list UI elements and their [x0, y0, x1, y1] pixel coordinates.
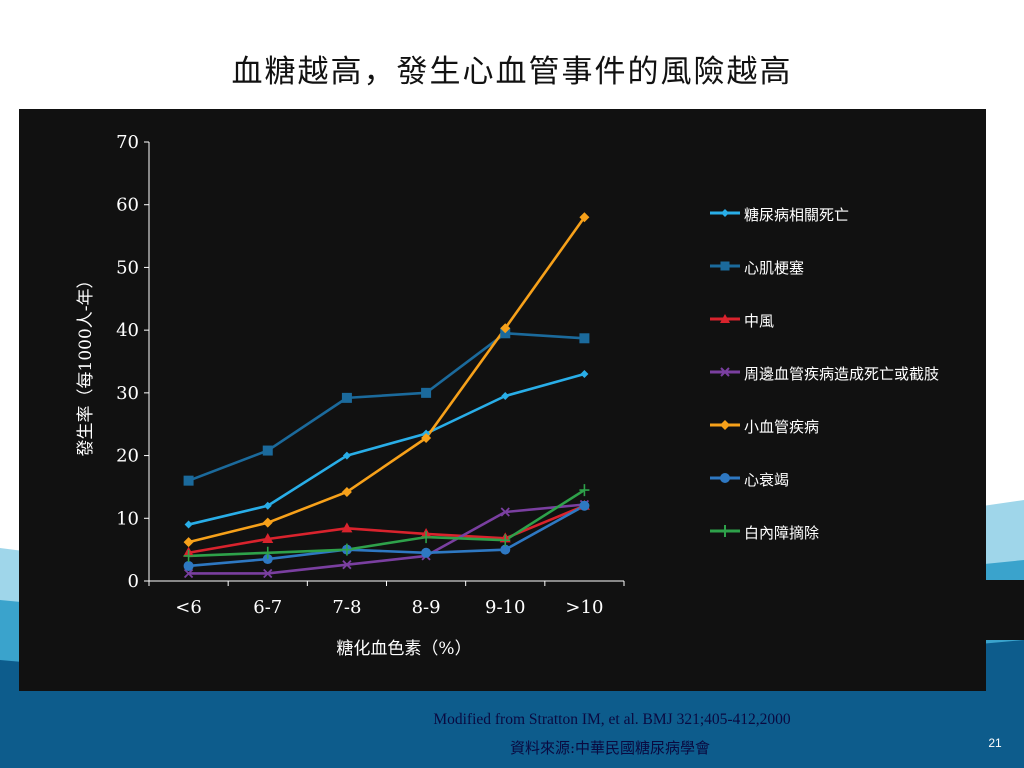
series-line-1	[188, 331, 585, 482]
chart-panel: 0 10 20 30 40 50 60 70 <6 6-7 7-8 8-9 9-10 >10 發生率（每1…	[19, 109, 986, 691]
y-axis-title: 發生率（每1000人-年）	[76, 271, 96, 456]
y-tick-label: 40	[116, 320, 139, 341]
series-line-4	[188, 216, 586, 544]
data-point-diamond	[263, 501, 272, 510]
data-point-diamond	[183, 537, 194, 548]
x-tick-label: 8-9	[412, 597, 441, 618]
line-chart: 0 10 20 30 40 50 60 70 <6 6-7 7-8 8-9 9-10 >10 發生率（每1…	[76, 132, 625, 659]
data-point-x	[183, 568, 194, 579]
data-point-plus	[579, 484, 590, 497]
legend-label: 周邊血管疾病造成死亡或截肢	[744, 365, 940, 383]
x-tick-label: >10	[565, 597, 603, 618]
x-tick-label: 7-8	[332, 597, 361, 618]
legend-label: 中風	[744, 312, 775, 330]
data-point-circle	[579, 500, 590, 511]
data-point-diamond	[580, 370, 589, 379]
data-point-circle	[500, 544, 511, 555]
data-point-plus	[341, 543, 352, 556]
legend-label: 小血管疾病	[744, 418, 820, 436]
data-point-x	[342, 560, 352, 570]
data-point-circle	[183, 560, 194, 571]
data-point-circle	[262, 554, 273, 565]
y-tick-label: 0	[128, 571, 139, 592]
data-point-square	[421, 387, 432, 398]
series-lines-layer	[188, 216, 586, 575]
data-point-diamond	[501, 391, 510, 400]
data-point-square	[579, 333, 590, 344]
slide-number: 21	[988, 736, 1002, 750]
y-tick-label: 70	[116, 132, 139, 153]
y-tick-label: 10	[116, 508, 139, 529]
x-tick-label: <6	[175, 597, 202, 618]
legend-label: 心衰竭	[744, 471, 790, 489]
data-point-circle	[421, 547, 432, 558]
data-point-square	[262, 445, 273, 456]
series-line-0	[188, 372, 585, 526]
x-tick-label: 6-7	[253, 597, 282, 618]
y-tick-label: 50	[116, 257, 139, 278]
series-markers-layer	[183, 212, 590, 579]
data-point-square	[500, 328, 511, 339]
x-axis-title: 糖化血色素（%）	[336, 639, 471, 659]
y-tick-label: 20	[116, 446, 139, 467]
legend-key-diamond	[710, 420, 740, 430]
source-text: 資料來源:中華民國糖尿病學會	[509, 739, 711, 757]
data-point-plus	[500, 534, 511, 547]
legend-key-circle	[710, 473, 740, 483]
legend-key-triangle	[710, 314, 740, 323]
data-point-triangle	[262, 532, 274, 543]
data-point-diamond	[184, 520, 193, 529]
legend-label: 心肌梗塞	[744, 259, 805, 277]
data-point-diamond	[342, 451, 351, 460]
slide-title: 血糖越高，發生心血管事件的風險越高	[231, 54, 793, 90]
legend-key-x	[710, 367, 740, 377]
wave-black-corner	[985, 580, 1024, 640]
series-line-3	[188, 503, 585, 575]
data-point-plus	[262, 546, 273, 559]
citation-text: Modified from Stratton IM, et al. BMJ 32…	[433, 711, 791, 728]
data-point-diamond	[262, 517, 273, 528]
data-point-diamond	[579, 212, 590, 223]
series-line-2	[188, 504, 585, 555]
axes-layer: 0 10 20 30 40 50 60 70 <6 6-7 7-8 8-9 9-10 >10	[116, 132, 625, 618]
legend-key-plus	[710, 525, 740, 537]
series-line-6	[188, 488, 586, 558]
legend-label: 白內障摘除	[744, 524, 820, 542]
legend-key-square	[710, 261, 740, 271]
legend-key-diamond-small	[710, 209, 740, 217]
data-point-diamond	[341, 486, 352, 497]
data-point-diamond	[500, 323, 511, 334]
x-tick-label: 9-10	[485, 597, 525, 618]
data-point-plus	[183, 549, 194, 562]
data-point-plus	[421, 531, 432, 544]
data-point-square	[183, 475, 194, 486]
data-point-square	[341, 392, 352, 403]
y-tick-label: 60	[116, 195, 139, 216]
data-point-x	[500, 507, 510, 517]
data-point-triangle	[341, 522, 353, 533]
series-line-5	[188, 504, 586, 568]
legend-label: 糖尿病相關死亡	[744, 206, 850, 224]
data-point-diamond	[421, 433, 432, 444]
data-point-x	[263, 568, 273, 579]
y-tick-label: 30	[116, 383, 139, 404]
